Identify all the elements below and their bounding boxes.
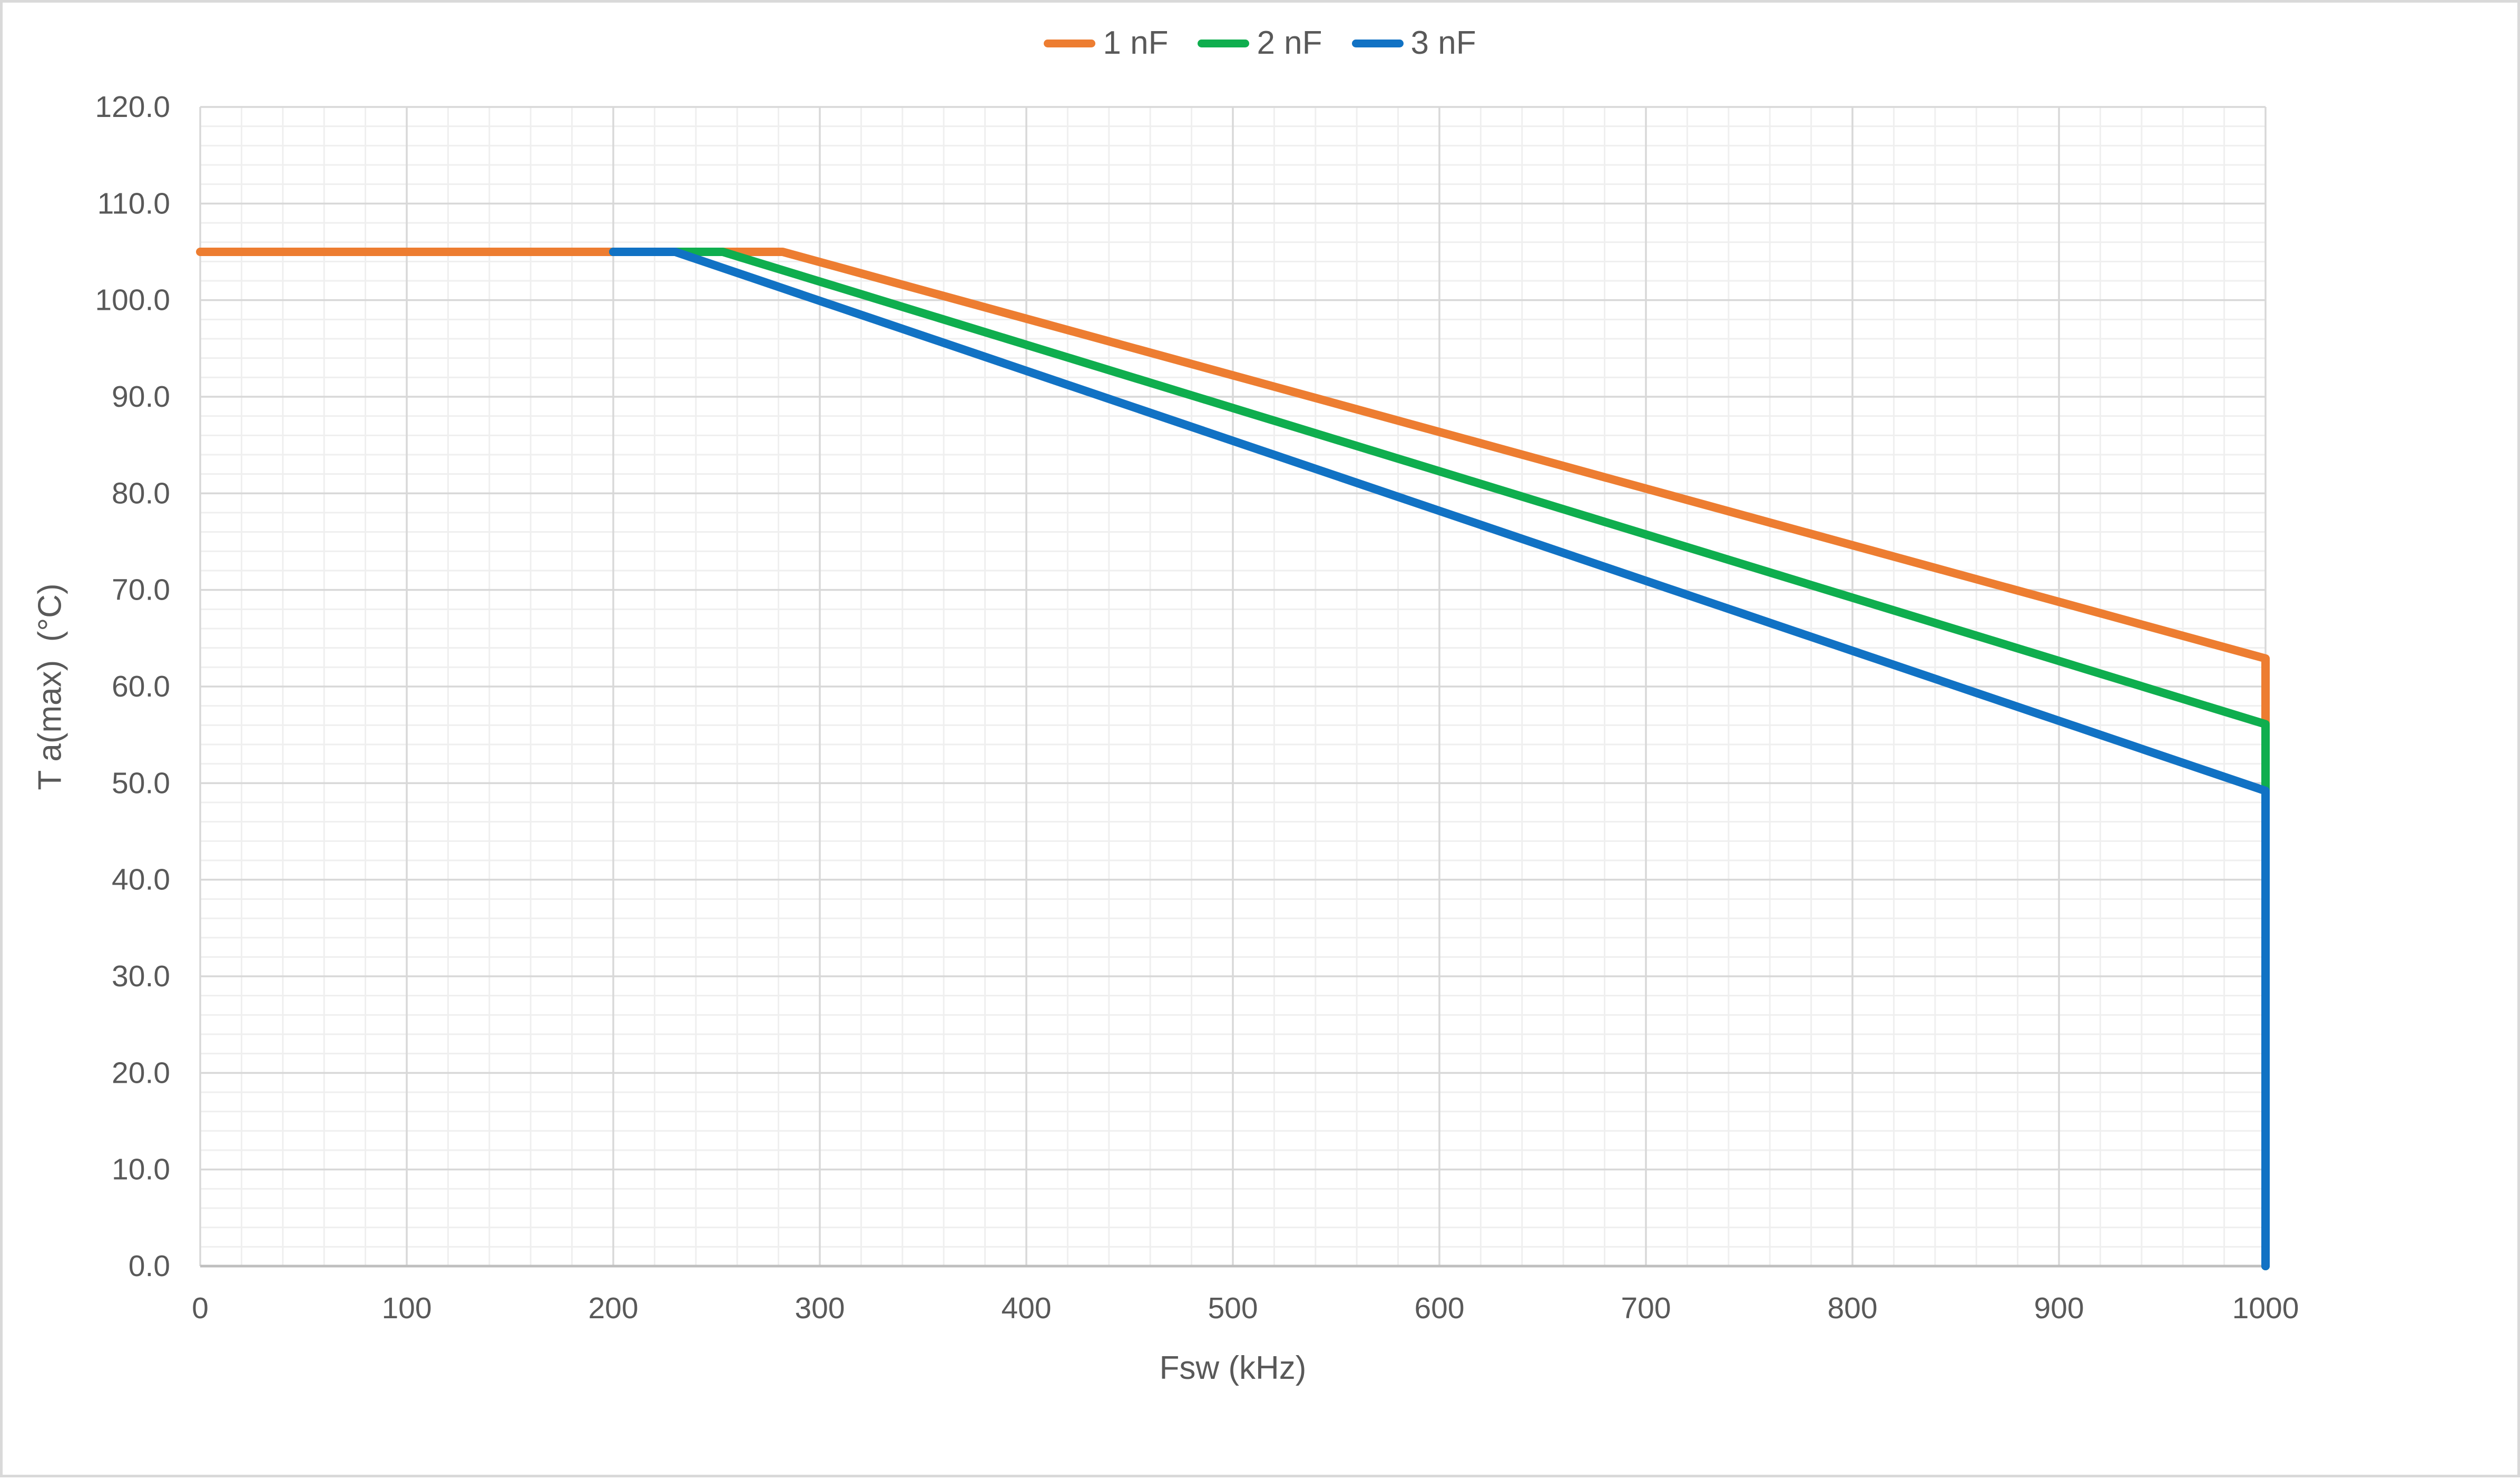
x-tick-label: 900 (2034, 1291, 2084, 1325)
y-axis-title: T a(max) (°C) (32, 583, 68, 790)
legend-item-1nf: 1 nF (1044, 27, 1168, 60)
legend-swatch-3nf-icon (1351, 39, 1404, 47)
y-tick-label: 90.0 (112, 380, 170, 414)
legend-item-2nf: 2 nF (1198, 27, 1322, 60)
y-tick-label: 50.0 (112, 766, 170, 800)
y-tick-label: 60.0 (112, 670, 170, 703)
series-line-3-nf (609, 248, 2270, 1270)
legend-label-2nf: 2 nF (1257, 25, 1322, 61)
y-tick-label: 20.0 (112, 1056, 170, 1090)
plot-area: 0 100 200 300 400 500 600 700 800 900 1000 0.0 10.0 2… (95, 90, 2299, 1325)
legend: 1 nF 2 nF 3 nF (3, 27, 2517, 60)
x-tick-label: 800 (1827, 1291, 1877, 1325)
x-tick-label: 1000 (2232, 1291, 2299, 1325)
y-tick-label: 110.0 (97, 187, 170, 220)
legend-label-1nf: 1 nF (1103, 25, 1169, 61)
x-tick-label: 0 (192, 1291, 209, 1325)
x-tick-label: 500 (1208, 1291, 1258, 1325)
major-gridlines (199, 106, 2267, 1266)
y-tick-label: 100.0 (95, 283, 170, 317)
x-tick-label: 300 (795, 1291, 845, 1325)
y-tick-label: 10.0 (112, 1153, 170, 1187)
x-tick-label: 700 (1621, 1291, 1671, 1325)
x-tick-label: 600 (1414, 1291, 1464, 1325)
x-tick-label: 200 (588, 1291, 638, 1325)
y-tick-label: 40.0 (112, 863, 170, 897)
y-axis-title-wrap: T a(max) (°C) (24, 107, 76, 1266)
legend-label-3nf: 3 nF (1410, 25, 1476, 61)
x-axis-title: Fsw (kHz) (1159, 1350, 1307, 1386)
y-tick-label: 80.0 (112, 476, 170, 510)
series-lines (196, 248, 2270, 1270)
x-tick-label: 400 (1001, 1291, 1051, 1325)
y-tick-label: 0.0 (129, 1249, 170, 1283)
tick-labels: 0 100 200 300 400 500 600 700 800 900 1000 0.0 10.0 2… (95, 90, 2299, 1325)
legend-swatch-2nf-icon (1198, 39, 1250, 47)
legend-item-3nf: 3 nF (1351, 25, 1476, 61)
x-tick-label: 100 (381, 1291, 432, 1325)
legend-swatch-1nf-icon (1044, 39, 1096, 47)
y-tick-label: 30.0 (112, 959, 170, 993)
y-tick-label: 70.0 (112, 573, 170, 607)
y-tick-label: 120.0 (95, 90, 170, 124)
